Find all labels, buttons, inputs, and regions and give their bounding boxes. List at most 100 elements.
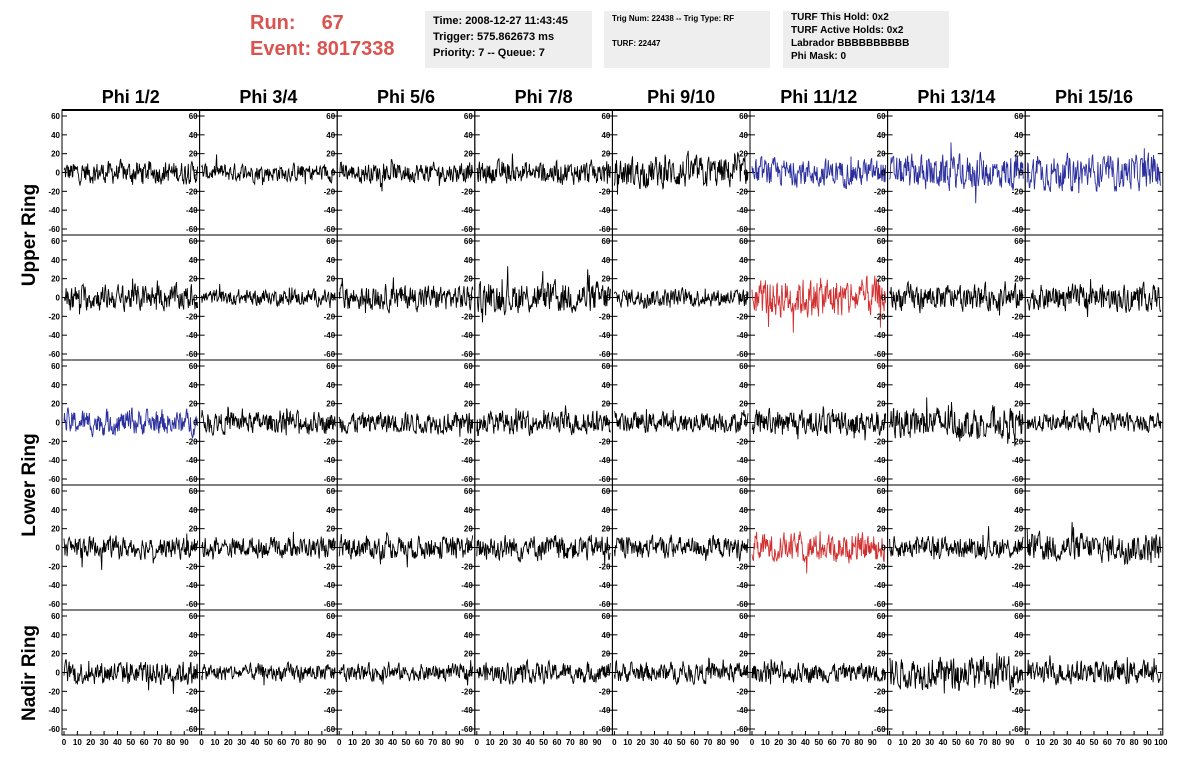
y-tick-label: 40 [877,131,886,140]
y-tick-label: 60 [51,487,60,496]
y-tick-label: 0 [56,294,61,303]
waveform-trace [338,277,474,314]
phi-header: Phi 7/8 [514,87,573,107]
x-tick-label: 40 [388,738,397,747]
y-tick-label: -20 [874,562,886,571]
waveform-trace [613,534,749,562]
y-tick-label: -60 [874,725,886,734]
x-tick-label: 40 [251,738,260,747]
y-tick-label: 40 [326,381,335,390]
x-tick-label: 0 [887,738,892,747]
y-tick-label: -60 [599,475,611,484]
y-tick-label: 60 [601,487,610,496]
y-tick-label: 0 [468,419,473,428]
y-tick-label: 0 [1019,169,1024,178]
y-tick-label: -40 [1012,206,1024,215]
x-tick-label: 20 [361,738,370,747]
event-line: Event: 8017338 [250,36,395,62]
x-tick-label: 30 [925,738,934,747]
y-tick-label: 60 [464,237,473,246]
y-tick-label: -60 [599,725,611,734]
priority-text: Priority: 7 -- Queue: 7 [433,47,545,59]
y-tick-label: -40 [324,706,336,715]
y-tick-label: 60 [1014,237,1023,246]
y-tick-label: -40 [874,581,886,590]
y-tick-label: 60 [739,487,748,496]
x-tick-label: 0 [1025,738,1030,747]
y-tick-label: -40 [599,206,611,215]
x-tick-label: 10 [73,738,82,747]
y-tick-label: -40 [48,206,60,215]
y-tick-label: 0 [468,294,473,303]
y-tick-label: -20 [324,437,336,446]
run-value: 67 [321,12,344,34]
y-tick-label: 0 [1019,294,1024,303]
y-tick-label: 40 [189,256,198,265]
y-tick-label: 40 [739,131,748,140]
y-tick-label: 40 [51,131,60,140]
x-tick-label: 100 [1154,738,1168,747]
x-tick-label: 60 [690,738,699,747]
y-tick-label: 40 [877,506,886,515]
y-tick-label: -40 [599,331,611,340]
y-tick-label: 20 [1014,650,1023,659]
waveform-trace [476,658,611,686]
y-tick-label: 0 [744,669,749,678]
phi-header: Phi 5/6 [376,87,436,107]
info-panel-time: Time: 2008-12-27 11:43:45 Trigger: 575.8… [425,11,592,68]
cell-frame [887,609,1026,736]
x-tick-label: 30 [375,738,384,747]
y-tick-label: 40 [601,256,610,265]
y-tick-label: 20 [1014,525,1023,534]
y-tick-label: -20 [461,437,473,446]
y-tick-label: 0 [881,294,886,303]
x-tick-label: 10 [899,738,908,747]
waveform-trace [338,411,474,437]
y-tick-label: 60 [189,612,198,621]
y-tick-label: -20 [324,687,336,696]
y-tick-label: -20 [186,687,198,696]
x-tick-label: 30 [1063,738,1072,747]
y-tick-label: 20 [464,275,473,284]
x-tick-label: 30 [788,738,797,747]
waveform-trace [476,266,611,323]
y-tick-label: 40 [1014,381,1023,390]
y-tick-label: -20 [599,687,611,696]
y-tick-label: 60 [1014,487,1023,496]
y-tick-label: -40 [48,706,60,715]
time-text: Time: 2008-12-27 11:43:45 [433,15,568,27]
y-tick-label: 40 [51,256,60,265]
y-tick-label: -60 [186,475,198,484]
x-tick-label: 60 [1103,738,1112,747]
y-tick-label: -40 [874,206,886,215]
x-tick-label: 80 [579,738,588,747]
x-tick-label: 90 [730,738,739,747]
y-tick-label: -60 [461,475,473,484]
phi-header: Phi 15/16 [1054,87,1134,107]
y-tick-label: -60 [736,225,748,234]
run-label: Run: [250,12,296,34]
y-tick-label: 60 [189,362,198,371]
y-tick-label: 60 [189,487,198,496]
y-tick-label: -60 [461,600,473,609]
phi-header: Phi 1/2 [101,87,160,107]
y-tick-label: -40 [874,331,886,340]
x-tick-label: 70 [566,738,575,747]
y-tick-label: 40 [326,131,335,140]
y-tick-label: -20 [736,187,748,196]
y-tick-label: -20 [324,312,336,321]
waveform-trace [889,526,1024,560]
y-tick-label: 20 [877,275,886,284]
y-tick-label: -40 [186,706,198,715]
x-tick-label: 30 [650,738,659,747]
x-tick-label: 0 [337,738,342,747]
y-tick-label: -40 [599,456,611,465]
x-tick-label: 70 [979,738,988,747]
x-tick-label: 60 [553,738,562,747]
x-tick-label: 40 [526,738,535,747]
y-tick-label: 20 [326,150,335,159]
y-tick-label: -20 [1012,437,1024,446]
y-tick-label: 20 [877,150,886,159]
y-tick-label: -20 [736,687,748,696]
